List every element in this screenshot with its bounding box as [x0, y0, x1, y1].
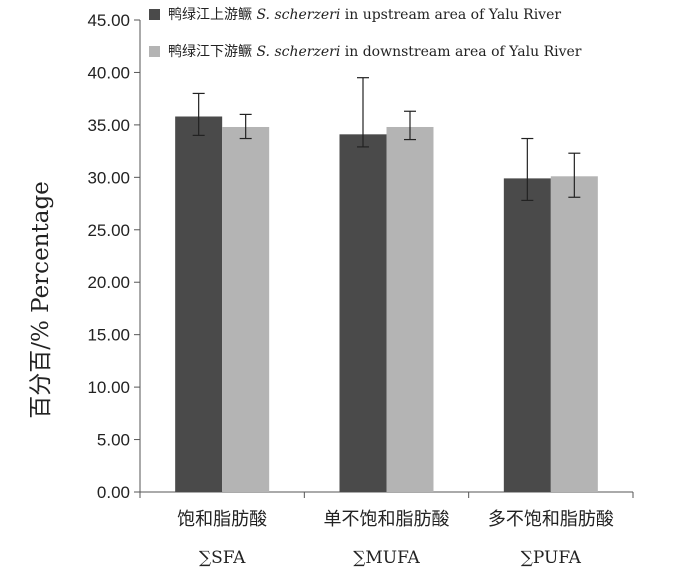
y-tick-label: 10.00 — [87, 378, 130, 397]
legend-en-text: in downstream area of Yalu River — [345, 44, 582, 60]
legend-label-series2: 鸭绿江下游鳜 S. scherzeri in downstream area o… — [168, 44, 582, 60]
bars — [175, 116, 598, 493]
x-tick-labels: 饱和脂肪酸 ∑SFA 单不饱和脂肪酸 ∑MUFA 多不饱和脂肪酸 ∑PUFA — [177, 509, 614, 568]
bar-series1-sfa — [175, 116, 223, 493]
legend-swatch-series2 — [149, 46, 160, 57]
bar-series1-pufa — [503, 178, 551, 493]
y-tick-label: 35.00 — [87, 116, 130, 135]
error-bars — [192, 77, 581, 202]
legend-cn-text: 鸭绿江下游鳜 — [168, 44, 252, 60]
legend-swatch-series1 — [149, 9, 160, 20]
y-axis-label: 百分百/% Percentage — [28, 181, 54, 419]
legend-species-text: S. scherzeri — [256, 44, 340, 60]
category-label-cn: 多不饱和脂肪酸 — [488, 509, 614, 530]
legend-cn-text: 鸭绿江上游鳜 — [168, 7, 252, 23]
x-axis — [139, 491, 634, 498]
y-tick-label: 15.00 — [87, 326, 130, 345]
y-tick-label: 5.00 — [97, 431, 130, 450]
legend-species-text: S. scherzeri — [256, 7, 340, 23]
y-tick-label: 20.00 — [87, 273, 130, 292]
legend-en-text: in upstream area of Yalu River — [345, 7, 562, 23]
y-tick-label: 0.00 — [97, 483, 130, 502]
y-tick-label: 45.00 — [87, 11, 130, 30]
category-label-en: ∑SFA — [199, 548, 246, 568]
y-tick-label: 40.00 — [87, 63, 130, 82]
bar-series1-mufa — [339, 134, 387, 492]
bar-series2-pufa — [550, 176, 598, 493]
y-tick-label: 25.00 — [87, 221, 130, 240]
legend-label-series1: 鸭绿江上游鳜 S. scherzeri in upstream area of … — [168, 7, 561, 23]
bar-series2-sfa — [222, 126, 270, 492]
category-label-cn: 单不饱和脂肪酸 — [324, 509, 450, 530]
y-tick-label: 30.00 — [87, 168, 130, 187]
y-axis: 0.00 5.00 10.00 15.00 20.00 25.00 30.00 35.00 40… — [87, 11, 141, 502]
legend: 鸭绿江上游鳜 S. scherzeri in upstream area of … — [149, 7, 582, 60]
category-label-en: ∑PUFA — [521, 548, 582, 568]
bar-series2-mufa — [386, 126, 434, 492]
category-label-cn: 饱和脂肪酸 — [177, 509, 267, 530]
category-label-en: ∑MUFA — [353, 548, 420, 568]
